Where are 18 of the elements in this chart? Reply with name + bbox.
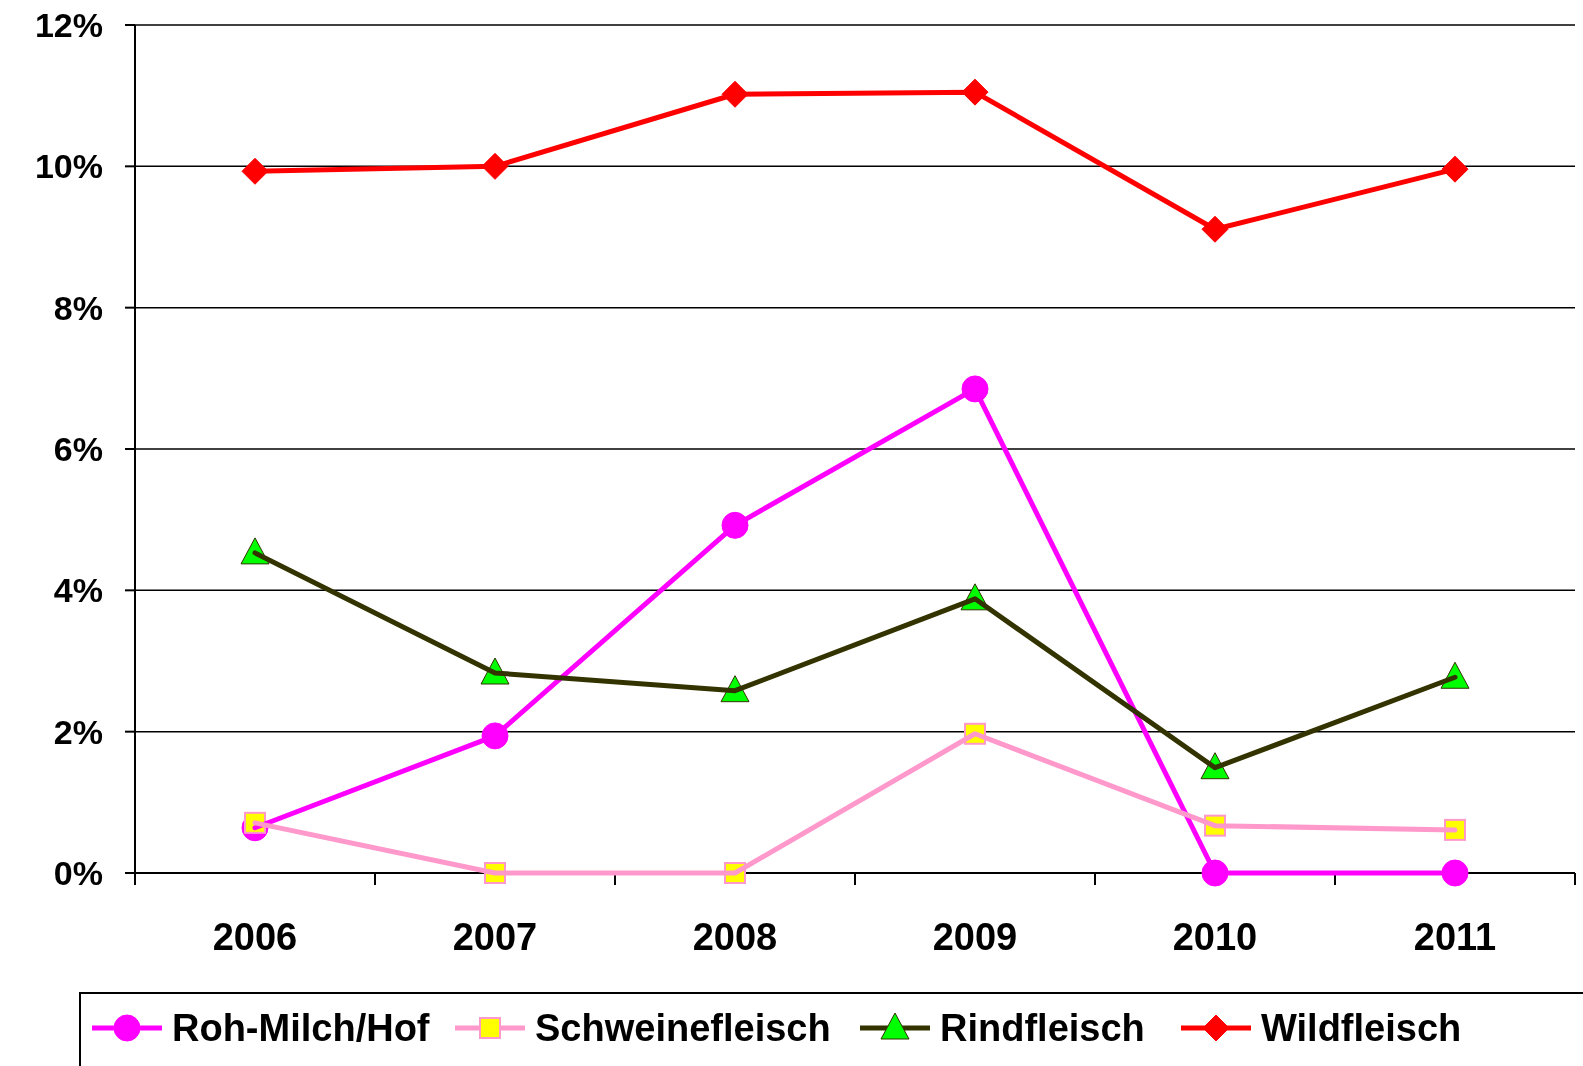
y-tick-label: 0% [53, 853, 103, 892]
legend-label: Wildfleisch [1261, 1007, 1462, 1050]
y-tick-label: 6% [53, 429, 103, 468]
x-tick-label: 2010 [1172, 916, 1258, 958]
x-tick-label: 2011 [1413, 916, 1497, 958]
legend-label: Rindfleisch [940, 1007, 1145, 1050]
y-tick-label: 4% [53, 571, 103, 610]
y-tick-label: 2% [53, 712, 103, 751]
legend-label: Schweinefleisch [535, 1007, 831, 1050]
y-tick-label: 8% [53, 288, 103, 327]
y-tick-label: 12% [34, 5, 103, 44]
x-tick-label: 2008 [692, 916, 778, 958]
y-tick-label: 10% [34, 147, 103, 186]
x-tick-label: 2006 [212, 916, 298, 958]
point [1441, 859, 1469, 887]
x-tick-label: 2009 [932, 916, 1018, 958]
x-tick-label: 2007 [452, 916, 538, 958]
legend-label: Roh-Milch/Hof [172, 1007, 430, 1050]
